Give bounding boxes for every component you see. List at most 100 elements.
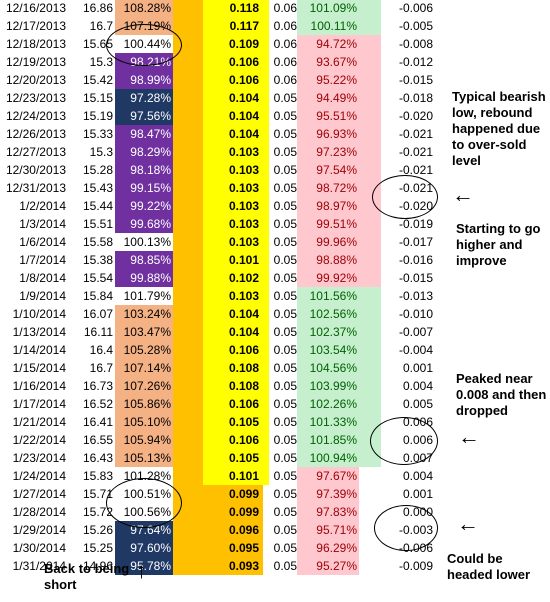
table-row: 12/16/2013 16.86 108.28% 0.118 0.06 101.09% -0… — [0, 0, 440, 17]
value-cell: 0.103 — [203, 215, 263, 233]
ratio-cell: 96.93% — [297, 125, 359, 143]
base-cell: 0.05 — [273, 199, 297, 213]
price-cell: 15.19 — [82, 109, 113, 123]
percent-cell: 98.99% — [115, 71, 173, 89]
percent-cell: 99.88% — [115, 269, 173, 287]
filler-cell — [173, 467, 203, 485]
date-cell: 12/23/2013 — [5, 91, 66, 105]
value-cell: 0.104 — [203, 107, 263, 125]
highlight-circle — [106, 478, 182, 528]
percent-cell: 107.26% — [115, 377, 173, 395]
base-cell: 0.05 — [273, 559, 297, 573]
oscillator-cell: -0.012 — [398, 55, 433, 69]
filler-cell — [359, 305, 381, 323]
value-cell: 0.108 — [203, 377, 263, 395]
date-cell: 1/23/2014 — [12, 451, 66, 465]
percent-cell: 107.14% — [115, 359, 173, 377]
filler-cell — [263, 35, 269, 53]
base-cell: 0.06 — [273, 37, 297, 51]
up-arrow-icon: ↑ — [136, 558, 147, 583]
price-cell: 15.33 — [82, 127, 113, 141]
percent-cell: 98.29% — [115, 143, 173, 161]
filler-cell — [263, 179, 269, 197]
filler-cell — [359, 17, 381, 35]
percent-cell: 97.60% — [115, 539, 173, 557]
value-cell: 0.109 — [203, 35, 263, 53]
ratio-cell: 101.09% — [297, 0, 359, 17]
oscillator-cell: -0.006 — [398, 1, 433, 15]
percent-cell: 99.68% — [115, 215, 173, 233]
value-cell: 0.093 — [203, 557, 263, 575]
price-cell: 15.25 — [82, 541, 113, 555]
filler-cell — [359, 341, 381, 359]
base-cell: 0.05 — [273, 397, 297, 411]
price-cell: 15.51 — [82, 217, 113, 231]
filler-cell — [263, 0, 269, 17]
percent-cell: 95.78% — [115, 557, 173, 575]
filler-cell — [263, 107, 269, 125]
filler-cell — [263, 161, 269, 179]
base-cell: 0.05 — [273, 307, 297, 321]
value-cell: 0.103 — [203, 233, 263, 251]
table-row: 12/26/2013 15.33 98.47% 0.104 0.05 96.93% -0.0… — [0, 125, 440, 143]
base-cell: 0.05 — [273, 325, 297, 339]
filler-cell — [173, 395, 203, 413]
ratio-cell: 97.67% — [297, 467, 359, 485]
value-cell: 0.096 — [203, 521, 263, 539]
table-row: 1/15/2014 16.7 107.14% 0.108 0.05 104.56% 0.00… — [0, 359, 440, 377]
filler-cell — [263, 215, 269, 233]
filler-cell — [359, 467, 381, 485]
filler-cell — [263, 503, 269, 521]
filler-cell — [173, 161, 203, 179]
base-cell: 0.05 — [273, 91, 297, 105]
date-cell: 12/31/2013 — [5, 181, 66, 195]
oscillator-cell: -0.013 — [398, 289, 433, 303]
filler-cell — [173, 341, 203, 359]
date-cell: 12/30/2013 — [5, 163, 66, 177]
value-cell: 0.117 — [203, 17, 263, 35]
date-cell: 1/16/2014 — [12, 379, 66, 393]
ratio-cell: 93.67% — [297, 53, 359, 71]
ratio-cell: 103.54% — [297, 341, 359, 359]
base-cell: 0.05 — [273, 253, 297, 267]
value-cell: 0.101 — [203, 467, 263, 485]
filler-cell — [359, 359, 381, 377]
date-cell: 1/14/2014 — [12, 343, 66, 357]
table-row: 1/23/2014 16.43 105.13% 0.105 0.05 100.94% 0.0… — [0, 449, 440, 467]
price-cell: 15.15 — [82, 91, 113, 105]
price-cell: 16.86 — [82, 1, 113, 15]
filler-cell — [359, 395, 381, 413]
ratio-cell: 101.85% — [297, 431, 359, 449]
base-cell: 0.05 — [273, 145, 297, 159]
note-back-to-short: Back to being short — [44, 561, 130, 592]
value-cell: 0.099 — [203, 485, 263, 503]
filler-cell — [359, 161, 381, 179]
date-cell: 12/19/2013 — [5, 55, 66, 69]
filler-cell — [173, 107, 203, 125]
price-cell: 15.84 — [82, 289, 113, 303]
base-cell: 0.06 — [273, 55, 297, 69]
filler-cell — [263, 197, 269, 215]
table-row: 12/27/2013 15.3 98.29% 0.103 0.05 97.23% -0.02… — [0, 143, 440, 161]
percent-cell: 98.85% — [115, 251, 173, 269]
date-cell: 12/24/2013 — [5, 109, 66, 123]
filler-cell — [263, 467, 269, 485]
filler-cell — [173, 557, 203, 575]
oscillator-cell: 0.001 — [402, 361, 433, 375]
filler-cell — [359, 251, 381, 269]
table-row: 12/23/2013 15.15 97.28% 0.104 0.05 94.49% -0.0… — [0, 89, 440, 107]
oscillator-cell: -0.010 — [398, 307, 433, 321]
value-cell: 0.106 — [203, 431, 263, 449]
filler-cell — [263, 449, 269, 467]
date-cell: 12/27/2013 — [5, 145, 66, 159]
percent-cell: 98.47% — [115, 125, 173, 143]
price-cell: 16.7 — [89, 19, 113, 33]
price-cell: 16.07 — [82, 307, 113, 321]
date-cell: 12/18/2013 — [5, 37, 66, 51]
filler-cell — [359, 215, 381, 233]
base-cell: 0.05 — [273, 433, 297, 447]
oscillator-cell: 0.004 — [402, 379, 433, 393]
value-cell: 0.103 — [203, 179, 263, 197]
filler-cell — [359, 71, 381, 89]
oscillator-cell: -0.017 — [398, 235, 433, 249]
